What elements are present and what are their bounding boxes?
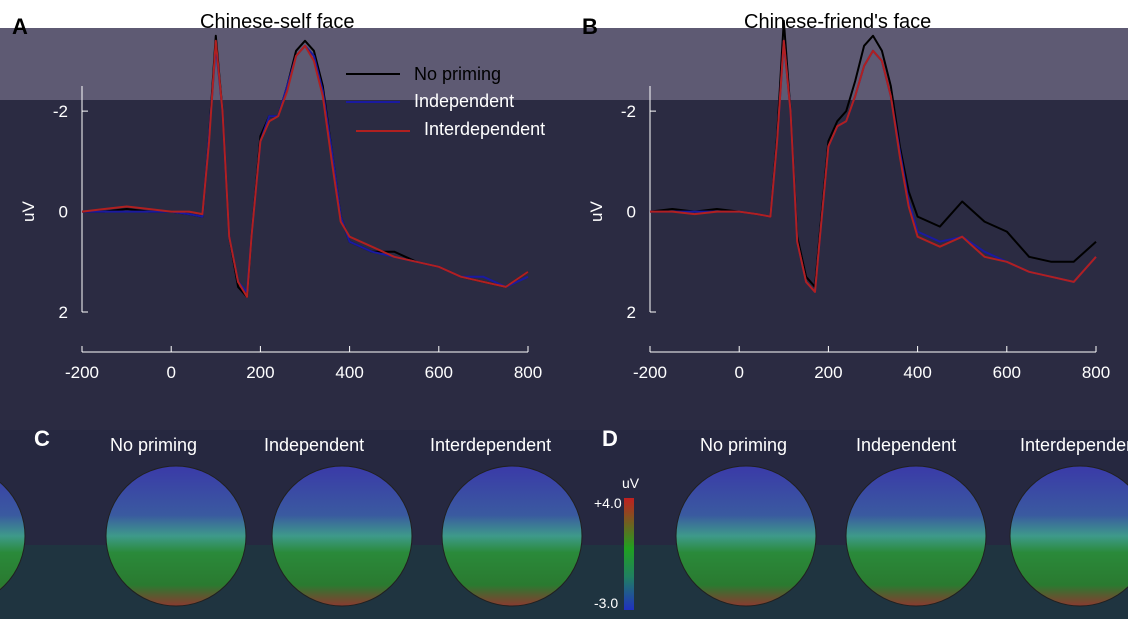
chart-friend-y-tick-label: 2 bbox=[627, 303, 636, 322]
topomap-d-interdependent bbox=[1009, 465, 1128, 607]
chart-friend-y-tick-label: -2 bbox=[621, 102, 636, 121]
chart-self-x-tick-label: 400 bbox=[335, 363, 363, 382]
background-band-top bbox=[0, 28, 1128, 113]
topomap-c-independent bbox=[271, 465, 413, 607]
panel-b-title: Chinese-friend's face bbox=[744, 11, 932, 33]
topomap-c-interdependent bbox=[441, 465, 583, 607]
legend-swatch-interdependent bbox=[356, 130, 410, 132]
chart-friend-series-interdependent bbox=[650, 39, 1097, 293]
legend-label-independent: Independent bbox=[414, 91, 515, 111]
topo-d-label-independent: Independent bbox=[856, 435, 957, 455]
topo-c-label-interdependent: Interdependent bbox=[430, 435, 552, 455]
colorbar-min-label: -3.0 bbox=[594, 595, 619, 611]
chart-self-x-tick-label: 200 bbox=[246, 363, 274, 382]
panel-c-letter: C bbox=[34, 426, 50, 451]
chart-friend-x-tick-label: 800 bbox=[1082, 363, 1110, 382]
topo-c-label-no-priming: No priming bbox=[110, 435, 198, 455]
topo-d-label-no-priming: No priming bbox=[700, 435, 788, 455]
panel-b-letter: B bbox=[582, 14, 598, 39]
chart-friend-x-tick-label: 200 bbox=[814, 363, 842, 382]
panel-a-title: Chinese-self face bbox=[200, 11, 355, 33]
panel-d-letter: D bbox=[602, 426, 618, 451]
chart-self-series-interdependent bbox=[81, 39, 529, 298]
chart-self-x-tick-label: 600 bbox=[425, 363, 453, 382]
legend-swatch-no-priming bbox=[346, 73, 400, 75]
topomap-d-no-priming bbox=[675, 465, 817, 607]
topo-c-label-independent: Independent bbox=[264, 435, 365, 455]
chart-friend-x-tick-label: 0 bbox=[734, 363, 743, 382]
panel-a-letter: A bbox=[12, 14, 28, 39]
legend-swatch-independent bbox=[346, 101, 400, 103]
chart-friend-x-tick-label: 600 bbox=[993, 363, 1021, 382]
colorbar-unit: uV bbox=[622, 475, 640, 491]
topo-d-label-interdependent: Interdependent bbox=[1020, 435, 1128, 455]
chart-self-y-tick-label: -2 bbox=[53, 102, 68, 121]
chart-friend-x-tick-label: -200 bbox=[633, 363, 667, 382]
legend-label-no-priming: No priming bbox=[414, 64, 502, 84]
chart-self-y-tick-label: 2 bbox=[59, 303, 68, 322]
chart-friend-x-tick-label: 400 bbox=[903, 363, 931, 382]
colorbar-max-label: +4.0 bbox=[594, 495, 622, 511]
chart-friend-y-axis-label: uV bbox=[587, 200, 606, 221]
topomap-c-no-priming bbox=[105, 465, 247, 607]
topomap-c-partial-left bbox=[0, 481, 26, 591]
chart-self-x-tick-label: -200 bbox=[65, 363, 99, 382]
chart-self-x-tick-label: 0 bbox=[166, 363, 175, 382]
legend-label-interdependent: Interdependent bbox=[424, 119, 546, 139]
chart-self-y-tick-label: 0 bbox=[59, 203, 68, 222]
topomap-d-independent bbox=[845, 465, 987, 607]
chart-self-x-tick-label: 800 bbox=[514, 363, 542, 382]
colorbar bbox=[624, 498, 634, 610]
chart-self-y-axis-label: uV bbox=[19, 200, 38, 221]
chart-friend-y-tick-label: 0 bbox=[627, 203, 636, 222]
